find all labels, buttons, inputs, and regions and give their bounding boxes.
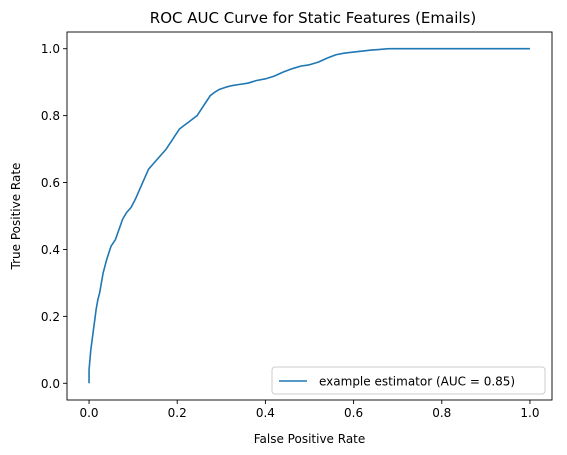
roc-curve-line	[88, 47, 530, 384]
legend: example estimator (AUC = 0.85)	[271, 366, 546, 395]
x-axis-label: False Positive Rate	[254, 432, 366, 446]
y-tick-label: 0.2	[41, 310, 60, 324]
y-axis-ticks: 0.0 0.2 0.4 0.6 0.8 1.0	[41, 42, 67, 391]
y-axis-label: True Positive Rate	[9, 163, 23, 271]
x-tick-label: 0.4	[256, 406, 275, 420]
y-tick-label: 0.0	[41, 377, 60, 391]
chart-title: ROC AUC Curve for Static Features (Email…	[150, 9, 476, 27]
x-axis-ticks: 0.0 0.2 0.4 0.6 0.8 1.0	[79, 400, 540, 420]
plot-area	[66, 31, 553, 401]
legend-box	[271, 366, 546, 395]
y-tick-label: 1.0	[41, 42, 60, 56]
x-tick-label: 0.2	[168, 406, 187, 420]
x-tick-label: 0.6	[344, 406, 363, 420]
y-tick-label: 0.8	[41, 109, 60, 123]
y-tick-label: 0.4	[41, 243, 60, 257]
series-layer	[88, 47, 530, 384]
legend-label: example estimator (AUC = 0.85)	[319, 375, 515, 389]
x-tick-label: 0.0	[79, 406, 98, 420]
x-tick-label: 0.8	[432, 406, 451, 420]
plot-frame	[66, 31, 553, 401]
y-tick-label: 0.6	[41, 176, 60, 190]
x-tick-label: 1.0	[520, 406, 539, 420]
